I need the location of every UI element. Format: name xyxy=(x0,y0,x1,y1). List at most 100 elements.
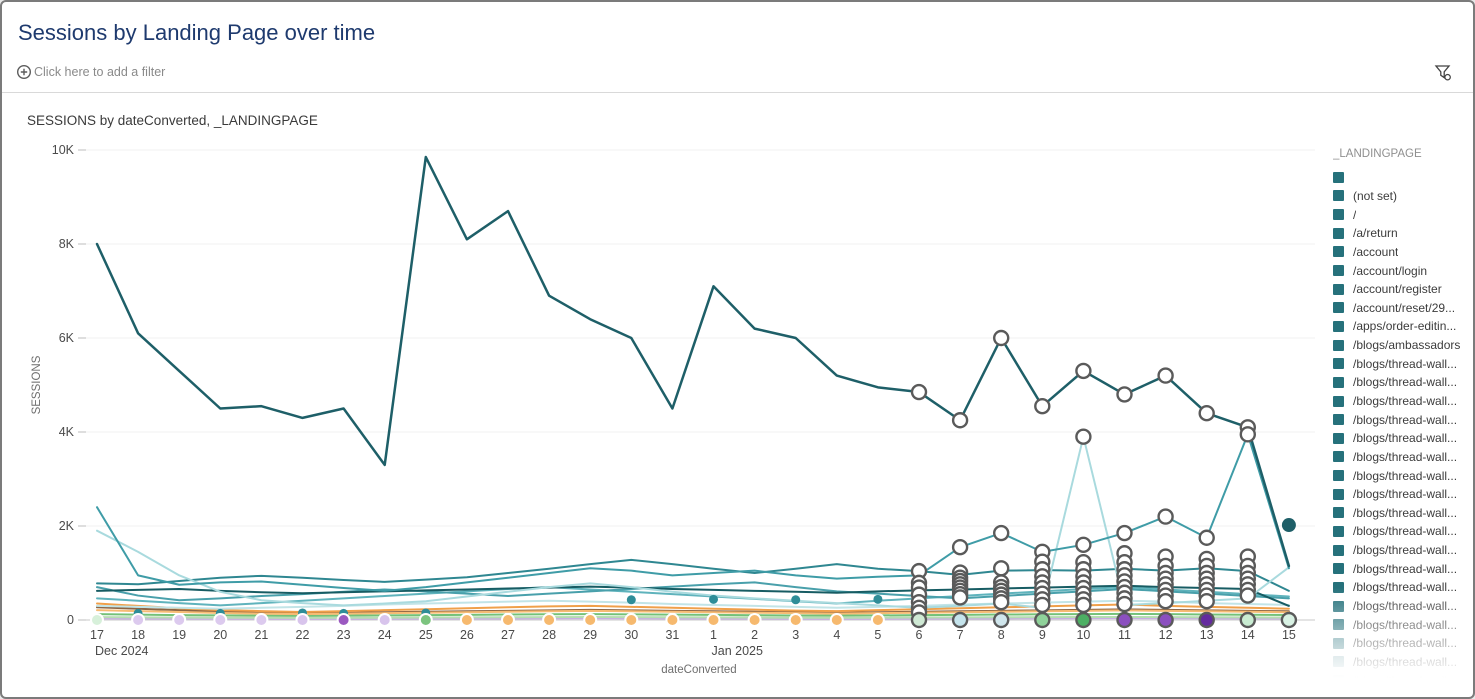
svg-text:10K: 10K xyxy=(52,143,75,157)
legend-items: (not set) / /a/return/account/account/logi… xyxy=(1333,168,1471,688)
page-title: Sessions by Landing Page over time xyxy=(18,20,376,45)
legend-item[interactable]: /blogs/thread-wall... xyxy=(1333,392,1471,411)
legend-swatch-icon xyxy=(1333,209,1344,221)
legend-item-label: /blogs/thread-wall... xyxy=(1353,394,1458,408)
legend-item[interactable]: /blogs/thread-wall... xyxy=(1333,615,1471,634)
svg-text:19: 19 xyxy=(172,628,186,642)
legend-item[interactable]: /apps/order-editin... xyxy=(1333,317,1471,336)
legend-swatch-icon xyxy=(1333,470,1344,482)
legend-swatch-icon xyxy=(1333,544,1344,556)
legend-item[interactable]: /blogs/thread-wall... xyxy=(1333,504,1471,523)
legend-swatch-icon xyxy=(1333,432,1344,444)
legend-swatch-icon xyxy=(1333,283,1344,295)
legend-item[interactable]: /blogs/thread-wall... xyxy=(1333,522,1471,541)
legend-item[interactable]: /blogs/thread-wall... xyxy=(1333,541,1471,560)
series-green xyxy=(96,612,1290,617)
svg-text:14: 14 xyxy=(1241,628,1255,642)
legend-item[interactable] xyxy=(1333,168,1471,187)
svg-text:22: 22 xyxy=(296,628,310,642)
svg-text:2: 2 xyxy=(751,628,758,642)
legend-item[interactable]: /blogs/thread-wall... xyxy=(1333,373,1471,392)
svg-text:25: 25 xyxy=(419,628,433,642)
legend-item[interactable]: /blogs/thread-wall... xyxy=(1333,597,1471,616)
legend-item[interactable]: /account/reset/29... xyxy=(1333,298,1471,317)
legend-item-label: /blogs/thread-wall... xyxy=(1353,468,1458,483)
svg-text:21: 21 xyxy=(254,628,268,642)
legend-item-label: /blogs/thread-wall... xyxy=(1353,356,1458,371)
legend-item[interactable]: /blogs/thread-wall... xyxy=(1333,466,1471,485)
svg-text:30: 30 xyxy=(624,628,638,642)
svg-text:4K: 4K xyxy=(59,425,75,439)
legend-item-label: /blogs/thread-wall... xyxy=(1353,487,1458,502)
legend-item-label: /a/return xyxy=(1353,226,1398,241)
legend-item[interactable]: /blogs/thread-wall... xyxy=(1333,671,1471,688)
legend-item[interactable]: /account xyxy=(1333,243,1471,262)
svg-text:18: 18 xyxy=(131,628,145,642)
legend-item-label: /blogs/thread-wall... xyxy=(1353,636,1458,651)
legend-item[interactable]: /blogs/thread-wall... xyxy=(1333,485,1471,504)
legend-item-label: /account xyxy=(1353,244,1399,259)
legend-item[interactable]: /blogs/thread-wall... xyxy=(1333,634,1471,653)
series-pale-cyan-spike xyxy=(96,435,1290,609)
legend-swatch-icon xyxy=(1333,395,1344,407)
filter-funnel-icon[interactable] xyxy=(1433,63,1453,83)
svg-text:15: 15 xyxy=(1282,628,1296,642)
legend-swatch-icon xyxy=(1333,265,1344,277)
plus-circle-icon xyxy=(16,64,32,80)
legend-item-label: /blogs/thread-wall... xyxy=(1353,617,1458,632)
legend-swatch-icon xyxy=(1333,600,1344,612)
series-dark-teal-main xyxy=(95,155,1291,568)
svg-text:20: 20 xyxy=(213,628,227,642)
svg-text:13: 13 xyxy=(1200,628,1214,642)
chart-marker-circles xyxy=(910,329,1257,621)
legend-swatch-icon xyxy=(1333,656,1344,668)
legend-swatch-icon xyxy=(1333,637,1344,649)
legend-item[interactable]: /blogs/ambassadors xyxy=(1333,336,1471,355)
legend-swatch-icon xyxy=(1333,451,1344,463)
legend-item[interactable]: /blogs/thread-wall... xyxy=(1333,354,1471,373)
legend-item[interactable]: /account/register xyxy=(1333,280,1471,299)
svg-text:Jan 2025: Jan 2025 xyxy=(712,644,763,658)
svg-text:5: 5 xyxy=(874,628,881,642)
legend-swatch-icon xyxy=(1333,525,1344,537)
legend-swatch-icon xyxy=(1333,619,1344,631)
svg-text:6: 6 xyxy=(916,628,923,642)
svg-text:28: 28 xyxy=(542,628,556,642)
legend-item-label: /blogs/thread-wall... xyxy=(1353,599,1458,614)
legend-item[interactable]: /a/return xyxy=(1333,224,1471,243)
svg-text:31: 31 xyxy=(665,628,679,642)
legend-item[interactable]: /blogs/thread-wall... xyxy=(1333,559,1471,578)
svg-text:26: 26 xyxy=(460,628,474,642)
add-filter-button[interactable]: Click here to add a filter xyxy=(16,64,165,80)
svg-text:1: 1 xyxy=(710,628,717,642)
legend-item[interactable]: /blogs/thread-wall... xyxy=(1333,448,1471,467)
chart-series-lines xyxy=(95,155,1291,620)
x-axis-title: dateConverted xyxy=(661,664,736,676)
legend-item-label: /blogs/thread-wall... xyxy=(1353,412,1458,427)
svg-text:6K: 6K xyxy=(59,331,75,345)
legend-item[interactable]: (not set) xyxy=(1333,187,1471,206)
legend-item-label: /blogs/thread-wall... xyxy=(1353,375,1458,390)
legend-item-label: (not set) xyxy=(1353,188,1398,203)
legend-item-label: / xyxy=(1353,207,1357,222)
legend-item[interactable]: /account/login xyxy=(1333,261,1471,280)
legend-item-label: /account/login xyxy=(1353,263,1428,278)
legend-item-label: /blogs/thread-wall... xyxy=(1353,561,1458,576)
svg-text:17: 17 xyxy=(90,628,104,642)
legend-item-label: /blogs/thread-wall... xyxy=(1353,543,1458,558)
legend-swatch-icon xyxy=(1333,358,1344,370)
legend-item[interactable]: /blogs/thread-wall... xyxy=(1333,578,1471,597)
svg-text:7: 7 xyxy=(957,628,964,642)
legend-item[interactable]: /blogs/thread-wall... xyxy=(1333,410,1471,429)
svg-text:29: 29 xyxy=(583,628,597,642)
x-axis-labels: 17 18 19 20 21 22 23 24 25 26 27 28 29 30 31 1 2 3 4 5 6 7 8 9 1… xyxy=(90,628,1296,658)
legend-item-label: /account/reset/29... xyxy=(1353,300,1456,315)
legend-item-label: /blogs/thread-wall... xyxy=(1353,431,1458,446)
legend-item[interactable]: /blogs/thread-wall... xyxy=(1333,653,1471,672)
legend-item[interactable]: /blogs/thread-wall... xyxy=(1333,429,1471,448)
legend-item-label: /blogs/thread-wall... xyxy=(1353,524,1458,539)
legend-item[interactable]: / xyxy=(1333,205,1471,224)
isolated-data-point xyxy=(1281,518,1296,533)
